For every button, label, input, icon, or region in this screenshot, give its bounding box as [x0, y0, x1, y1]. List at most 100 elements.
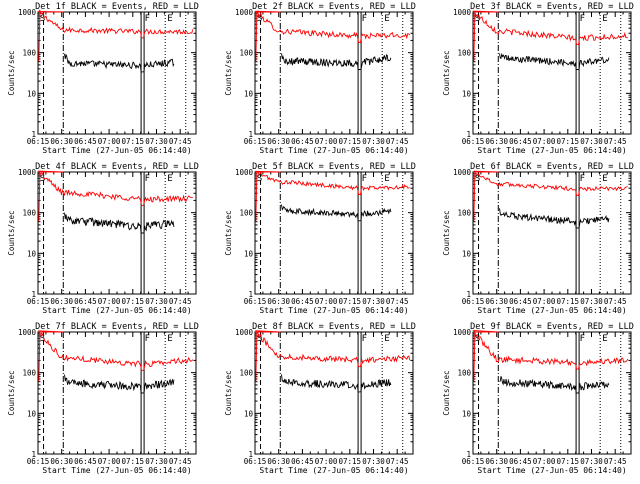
interval-marker-s: S	[475, 174, 480, 184]
x-tick-label: 06:45	[291, 457, 314, 466]
lld-series-line	[473, 170, 629, 222]
plot-frame	[37, 171, 197, 295]
y-tick-label: 1	[466, 450, 471, 459]
x-tick-label: 07:30	[145, 137, 168, 146]
detector-panel: Det 8f BLACK = Events, RED = LLD 1 10 100 10…	[224, 322, 416, 475]
x-tick-label: 07:30	[580, 297, 603, 306]
x-tick-label: 07:30	[580, 457, 603, 466]
x-tick-label: 06:45	[291, 137, 314, 146]
interval-marker-s: S	[257, 174, 262, 184]
y-tick-label: 100	[239, 369, 253, 378]
x-tick-label: 06:30	[267, 137, 290, 146]
interval-marker-e: E	[384, 334, 389, 344]
x-tick-label: 06:30	[485, 457, 508, 466]
x-tick-label: 07:15	[339, 297, 362, 306]
y-axis-label: Counts/sec	[442, 50, 451, 95]
y-tick-label: 1000	[18, 328, 37, 337]
x-tick-label: 07:30	[580, 137, 603, 146]
interval-marker-s: S	[475, 14, 480, 24]
x-tick-label: 06:15	[27, 297, 50, 306]
x-tick-label: 07:00	[315, 137, 338, 146]
interval-marker-e: E	[384, 14, 389, 24]
x-axis-label: Start Time (27-Jun-05 06:14:40)	[42, 306, 191, 315]
x-tick-label: 06:45	[74, 137, 97, 146]
x-tick-label: 07:30	[362, 297, 385, 306]
x-tick-label: 06:30	[485, 297, 508, 306]
y-tick-label: 1000	[18, 168, 37, 177]
x-tick-label: 07:15	[339, 457, 362, 466]
y-tick-label: 1	[248, 450, 253, 459]
panel-title: Det 4f BLACK = Events, RED = LLD	[35, 162, 199, 172]
x-tick-label: 06:45	[509, 297, 532, 306]
x-tick-label: 06:30	[485, 137, 508, 146]
detector-panel: Det 9f BLACK = Events, RED = LLD 1 10 100 10…	[442, 322, 634, 475]
x-tick-label: 06:30	[50, 457, 73, 466]
y-tick-label: 100	[22, 369, 36, 378]
x-tick-label: 06:15	[244, 457, 267, 466]
interval-marker-f: F	[145, 334, 150, 344]
interval-marker-e: E	[167, 174, 172, 184]
panel-title: Det 8f BLACK = Events, RED = LLD	[252, 322, 416, 332]
y-tick-label: 10	[27, 409, 37, 418]
x-tick-label: 06:15	[27, 457, 50, 466]
y-tick-label: 100	[457, 49, 471, 58]
x-tick-label: 07:15	[557, 457, 580, 466]
events-series-line	[499, 208, 610, 229]
x-tick-label: 06:15	[244, 137, 267, 146]
y-tick-label: 1000	[235, 8, 254, 17]
events-series-line	[281, 53, 392, 70]
x-tick-label: 07:45	[386, 137, 409, 146]
x-tick-label: 07:45	[386, 297, 409, 306]
interval-marker-s: S	[257, 14, 262, 24]
y-tick-label: 10	[244, 89, 254, 98]
interval-marker-f: F	[362, 334, 367, 344]
plot-frame	[254, 171, 414, 295]
y-tick-label: 1	[248, 130, 253, 139]
plot-frame	[254, 11, 414, 135]
plot-frame	[37, 331, 197, 455]
events-series-line	[499, 52, 610, 70]
x-tick-label: 07:15	[122, 457, 145, 466]
x-tick-label: 07:00	[315, 457, 338, 466]
events-series-line	[281, 374, 392, 393]
x-tick-label: 06:30	[50, 297, 73, 306]
x-tick-label: 06:45	[74, 457, 97, 466]
y-tick-label: 1000	[235, 328, 254, 337]
detector-panel: Det 4f BLACK = Events, RED = LLD 1 10 100 10…	[7, 162, 199, 315]
detector-panel: Det 7f BLACK = Events, RED = LLD 1 10 100 10…	[7, 322, 199, 475]
interval-marker-f: F	[362, 14, 367, 24]
x-axis-label: Start Time (27-Jun-05 06:14:40)	[477, 466, 626, 475]
interval-marker-e: E	[602, 174, 607, 184]
events-series-line	[64, 374, 175, 394]
x-tick-label: 07:00	[98, 297, 121, 306]
y-tick-label: 10	[462, 89, 472, 98]
x-tick-label: 07:15	[122, 297, 145, 306]
y-tick-label: 100	[457, 209, 471, 218]
plot-frame	[37, 11, 197, 135]
y-tick-label: 1	[466, 130, 471, 139]
lld-series-line	[38, 170, 193, 222]
interval-marker-f: F	[580, 14, 585, 24]
interval-marker-s: S	[40, 14, 45, 24]
panel-title: Det 9f BLACK = Events, RED = LLD	[470, 322, 634, 332]
y-tick-label: 1	[466, 290, 471, 299]
panel-title: Det 7f BLACK = Events, RED = LLD	[35, 322, 199, 332]
y-axis-label: Counts/sec	[224, 50, 233, 95]
events-series-line	[281, 204, 392, 222]
x-tick-label: 06:45	[509, 137, 532, 146]
x-tick-label: 07:15	[122, 137, 145, 146]
x-tick-label: 07:00	[533, 297, 556, 306]
interval-marker-e: E	[384, 174, 389, 184]
detector-panel: Det 1f BLACK = Events, RED = LLD 1 10 100 10…	[7, 2, 199, 155]
x-tick-label: 07:45	[604, 297, 627, 306]
plot-frame	[254, 331, 414, 455]
y-tick-label: 100	[22, 49, 36, 58]
x-tick-label: 07:45	[604, 457, 627, 466]
lld-series-line	[472, 10, 629, 62]
x-tick-label: 07:30	[145, 297, 168, 306]
events-series-line	[499, 376, 610, 394]
interval-marker-s: S	[257, 334, 262, 344]
interval-marker-s: S	[40, 174, 45, 184]
x-tick-label: 06:30	[267, 297, 290, 306]
